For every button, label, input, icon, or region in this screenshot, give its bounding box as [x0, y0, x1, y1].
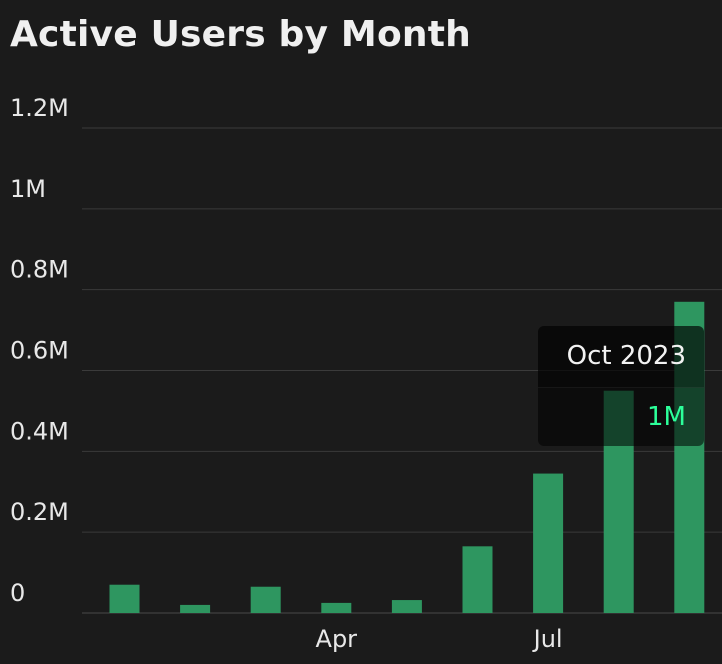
- bar-jun[interactable]: [462, 546, 493, 613]
- bar-feb[interactable]: [180, 604, 211, 613]
- tooltip: Oct 2023 1M: [538, 326, 704, 446]
- x-tick-label: Apr: [316, 625, 358, 653]
- y-axis-labels: 0 0.2M 0.4M 0.6M 0.8M 1M 1.2M: [10, 94, 69, 607]
- chart-title: Active Users by Month: [10, 14, 471, 55]
- y-tick-label: 0.8M: [10, 256, 69, 284]
- x-tick-label: Jul: [532, 625, 563, 653]
- bar-mar[interactable]: [250, 586, 281, 613]
- bar-jan[interactable]: [109, 584, 140, 613]
- y-tick-label: 1.2M: [10, 94, 69, 122]
- bar-jul[interactable]: [533, 473, 564, 613]
- y-tick-label: 0.4M: [10, 417, 69, 445]
- tooltip-header: Oct 2023: [538, 326, 704, 388]
- y-tick-label: 0: [10, 579, 25, 607]
- y-tick-label: 0.2M: [10, 498, 69, 526]
- bar-may[interactable]: [391, 600, 422, 613]
- y-tick-label: 1M: [10, 175, 46, 203]
- bar-apr[interactable]: [321, 602, 352, 613]
- y-tick-label: 0.6M: [10, 337, 69, 365]
- tooltip-value: 1M: [647, 402, 686, 432]
